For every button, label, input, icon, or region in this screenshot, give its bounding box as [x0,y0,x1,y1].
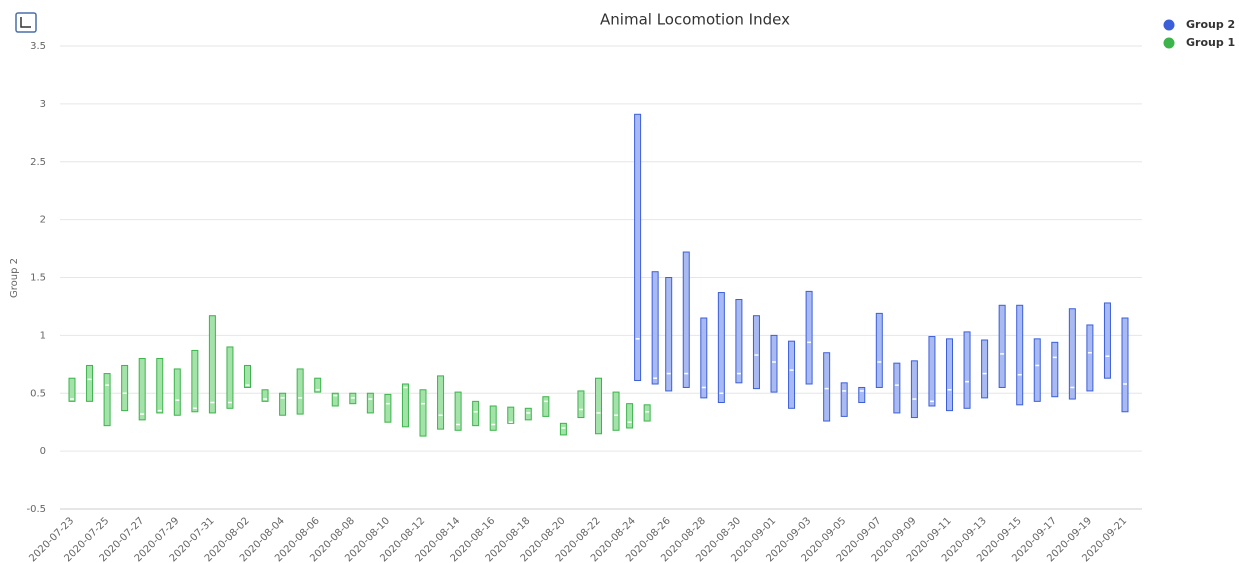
range-bar [1121,317,1129,413]
range-bar [823,352,831,422]
range-bar [121,364,129,412]
range-bar [279,392,287,416]
y-tick-label: 3.5 [30,41,46,52]
range-bar [1068,308,1076,400]
range-bar [893,362,901,414]
legend-marker [1163,19,1175,31]
range-bar [840,382,848,417]
range-bar [805,290,813,385]
y-tick-label: 0.5 [30,388,46,399]
y-tick-label: 2.5 [30,157,46,168]
range-bar [138,358,146,421]
range-bar [419,389,427,437]
range-bar [524,407,532,421]
range-bar [1086,324,1094,392]
y-axis-label: Group 2 [9,258,20,298]
range-bar [559,422,567,436]
range-bar [191,349,199,413]
range-bar [331,392,339,407]
range-bar [401,383,409,428]
range-bar [384,393,392,423]
range-bar [472,400,480,427]
range-bar [261,389,269,402]
range-bar [208,315,216,414]
range-bar [103,373,111,427]
range-bar [173,368,181,416]
range-bar [788,340,796,409]
y-tick-label: 1 [40,330,46,341]
range-bar [634,113,642,382]
range-bar [981,339,989,399]
range-bar [643,404,651,422]
y-tick-label: 1.5 [30,273,46,284]
range-bar [296,368,304,415]
range-bar [314,377,322,393]
range-bar [1016,304,1024,406]
range-bar [998,304,1006,388]
range-bar [1103,302,1111,379]
range-bar [612,391,620,431]
range-bar [928,336,936,407]
range-bar [752,315,760,390]
range-bar [700,317,708,399]
range-bar [595,377,602,435]
range-bar [875,312,883,388]
menu-icon[interactable] [15,12,37,33]
range-bar [507,406,515,424]
range-bar [626,403,634,429]
range-bar [651,271,659,385]
range-bar [665,277,673,392]
range-bar [437,375,445,430]
range-bar [963,331,971,409]
legend-label: Group 1 [1186,36,1235,49]
range-bar [577,390,585,419]
y-tick-label: 0 [40,446,46,457]
range-bar [226,346,234,409]
range-bar [366,392,374,414]
range-bar [1051,341,1059,398]
range-bar [454,391,462,431]
range-bar [244,364,251,388]
range-bar [1033,338,1041,402]
range-bar [489,405,497,431]
chart-title: Animal Locomotion Index [600,11,790,29]
range-bar [156,358,164,414]
range-bar [682,251,690,388]
range-bar [68,377,76,402]
y-tick-label: 3 [40,99,46,110]
menu-icon-glyph [20,17,31,28]
range-bar [858,386,866,404]
legend-label: Group 2 [1186,18,1235,31]
range-bar [910,360,918,419]
range-bar [946,338,953,412]
range-bar [86,364,94,402]
range-bar [735,298,743,384]
y-tick-label: 2 [40,215,46,226]
range-bar [717,292,725,404]
range-bar [770,334,778,393]
y-tick-label: -0.5 [26,504,46,515]
legend-marker [1163,37,1175,49]
range-bar [542,396,550,417]
